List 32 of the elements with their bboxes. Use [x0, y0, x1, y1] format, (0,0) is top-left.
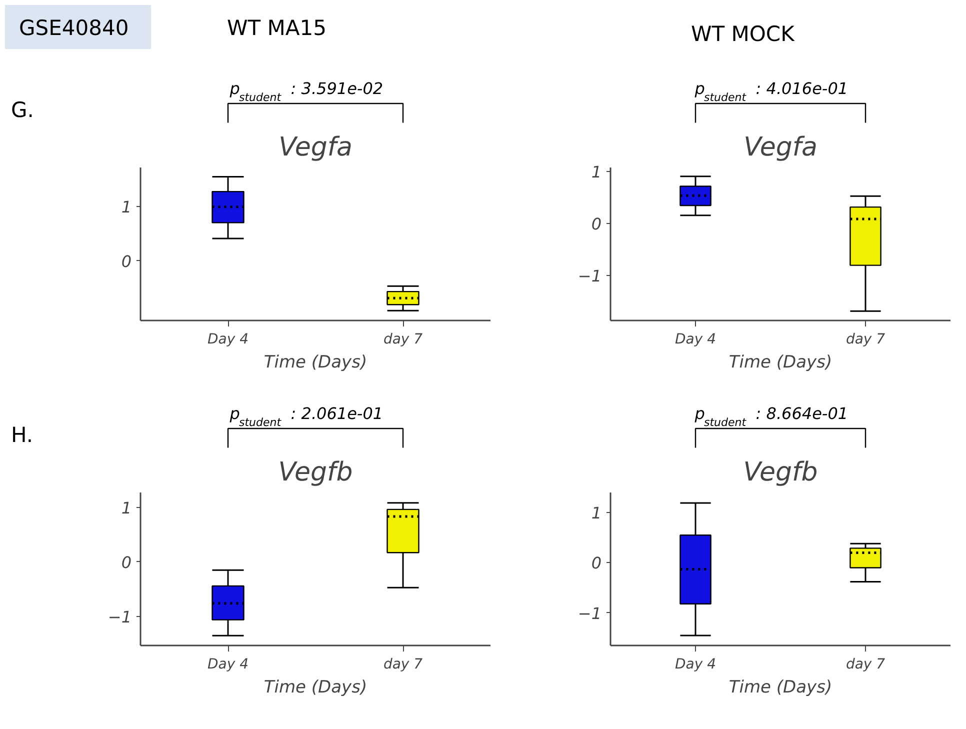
y-tick-label: 1 — [591, 162, 602, 182]
x-tick-label: day 7 — [846, 656, 886, 672]
chart-subtitle: WT MA15 — [227, 15, 326, 42]
y-tick-label: −1 — [578, 604, 602, 623]
chart-title: Vegfa — [744, 132, 818, 162]
chart-title: Vegfa — [278, 132, 352, 162]
y-tick-label: 1 — [591, 504, 602, 523]
x-axis-title: Time (Days) — [728, 678, 832, 698]
x-axis-title: Time (Days) — [264, 678, 368, 698]
chart-subtitle: WT MOCK — [691, 21, 794, 48]
x-axis-title: Time (Days) — [728, 352, 832, 372]
text: GSE40840 — [19, 15, 129, 42]
y-tick-label: 1 — [121, 197, 132, 216]
y-tick-label: −1 — [108, 608, 132, 627]
y-tick-label: −1 — [578, 266, 602, 286]
y-tick-label: 0 — [591, 554, 602, 573]
chart-title: Vegfb — [278, 458, 353, 488]
chart-title: Vegfb — [743, 458, 818, 488]
x-tick-label: day 7 — [383, 332, 423, 348]
y-tick-label: 0 — [121, 252, 132, 271]
y-tick-label: 0 — [591, 214, 602, 234]
y-tick-label: 1 — [121, 498, 132, 518]
x-tick-label: Day 4 — [675, 656, 716, 672]
x-axis-title: Time (Days) — [264, 352, 368, 372]
x-tick-label: Day 4 — [208, 656, 249, 672]
y-tick-label: 0 — [121, 552, 132, 572]
text: G. — [11, 97, 34, 124]
x-tick-label: day 7 — [846, 332, 886, 348]
x-tick-label: Day 4 — [208, 332, 249, 348]
x-tick-label: day 7 — [383, 656, 423, 672]
text: H. — [11, 422, 34, 449]
x-tick-label: Day 4 — [675, 332, 716, 348]
